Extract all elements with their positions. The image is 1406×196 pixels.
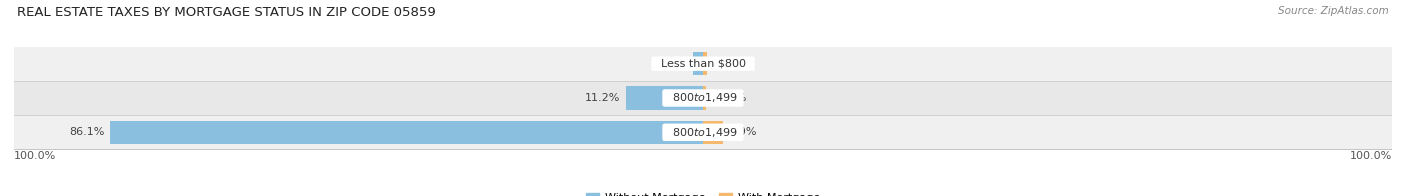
- Text: $800 to $1,499: $800 to $1,499: [665, 126, 741, 139]
- Text: Less than $800: Less than $800: [654, 59, 752, 69]
- Legend: Without Mortgage, With Mortgage: Without Mortgage, With Mortgage: [582, 188, 824, 196]
- Bar: [626, 86, 703, 110]
- Bar: [14, 47, 1392, 81]
- Bar: [703, 52, 707, 75]
- Bar: [14, 115, 1392, 150]
- Text: REAL ESTATE TAXES BY MORTGAGE STATUS IN ZIP CODE 05859: REAL ESTATE TAXES BY MORTGAGE STATUS IN …: [17, 6, 436, 19]
- Bar: [703, 121, 723, 144]
- Text: Source: ZipAtlas.com: Source: ZipAtlas.com: [1278, 6, 1389, 16]
- Text: 11.2%: 11.2%: [585, 93, 620, 103]
- Text: 100.0%: 100.0%: [14, 151, 56, 161]
- Text: 100.0%: 100.0%: [1350, 151, 1392, 161]
- Text: 0.61%: 0.61%: [713, 59, 748, 69]
- Text: 2.9%: 2.9%: [728, 127, 756, 137]
- Text: $800 to $1,499: $800 to $1,499: [665, 92, 741, 104]
- Bar: [14, 81, 1392, 115]
- Text: 0.41%: 0.41%: [711, 93, 747, 103]
- Text: 86.1%: 86.1%: [69, 127, 104, 137]
- Bar: [703, 86, 706, 110]
- Bar: [693, 52, 703, 75]
- Text: 1.5%: 1.5%: [659, 59, 688, 69]
- Bar: [110, 121, 703, 144]
